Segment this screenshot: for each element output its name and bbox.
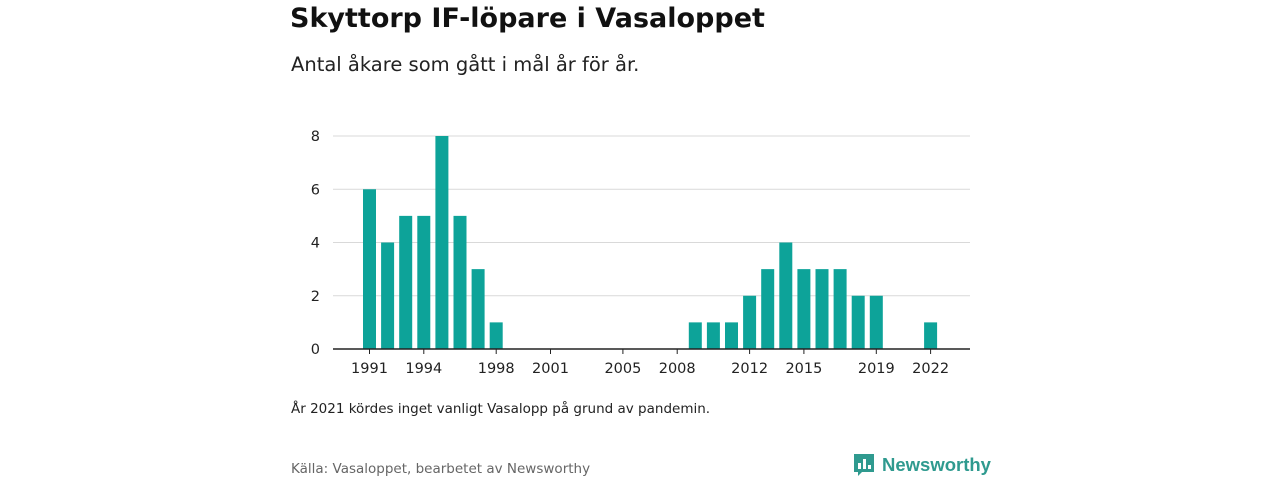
bar-2016: [815, 269, 829, 349]
x-tick-label: 1998: [478, 361, 515, 377]
bar-1998: [489, 322, 503, 349]
y-tick-label: 0: [311, 342, 320, 358]
bar-2012: [743, 295, 757, 349]
bar-2009: [688, 322, 702, 349]
bar-2011: [725, 322, 738, 349]
bar-1991: [363, 189, 376, 349]
bar-1996: [453, 215, 467, 349]
bar-1997: [471, 269, 485, 349]
x-tick-label: 2015: [785, 361, 822, 377]
bar-2015: [797, 269, 811, 349]
bar-2014: [779, 242, 793, 349]
x-tick-label: 2012: [731, 361, 768, 377]
x-tick-labels: 1991 1994 1998 2001 2005 2008 2012 2015 2019 2022: [351, 349, 949, 377]
bars: [363, 136, 938, 349]
source-credit: Källa: Vasaloppet, bearbetet av Newswort…: [291, 461, 591, 477]
x-tick-label: 1991: [351, 361, 388, 377]
bar-1995: [435, 136, 449, 349]
y-tick-label: 4: [311, 236, 320, 252]
bar-2022: [924, 322, 938, 349]
chart-title: Skyttorp IF-löpare i Vasaloppet: [290, 3, 765, 34]
newsworthy-logo: Newsworthy: [852, 452, 991, 478]
y-tick-label: 6: [311, 182, 320, 198]
bar-2013: [761, 269, 775, 349]
bar-2010: [706, 322, 720, 349]
bar-chart: 0 2 4 6 8 1991 1994 1998 2001 2005 2008 2012 2015 20…: [311, 129, 970, 377]
x-tick-label: 2008: [659, 361, 696, 377]
x-tick-label: 2005: [604, 361, 641, 377]
bar-2019: [869, 295, 883, 349]
y-tick-labels: 0 2 4 6 8: [311, 129, 320, 358]
bar-1993: [399, 215, 413, 349]
bar-1992: [381, 242, 395, 349]
bar-1994: [417, 215, 431, 349]
chart-note: År 2021 kördes inget vanligt Vasalopp på…: [291, 401, 711, 417]
x-tick-label: 2019: [858, 361, 895, 377]
bar-2017: [833, 269, 847, 349]
x-tick-label: 1994: [405, 361, 442, 377]
y-tick-label: 8: [311, 129, 320, 145]
bar-2018: [851, 295, 865, 349]
x-tick-label: 2001: [532, 361, 569, 377]
chart-subtitle: Antal åkare som gått i mål år för år.: [291, 53, 640, 76]
bar-chart-logo-icon: [854, 454, 874, 476]
brand-name: Newsworthy: [882, 454, 991, 475]
x-tick-label: 2022: [912, 361, 949, 377]
y-tick-label: 2: [311, 289, 320, 305]
